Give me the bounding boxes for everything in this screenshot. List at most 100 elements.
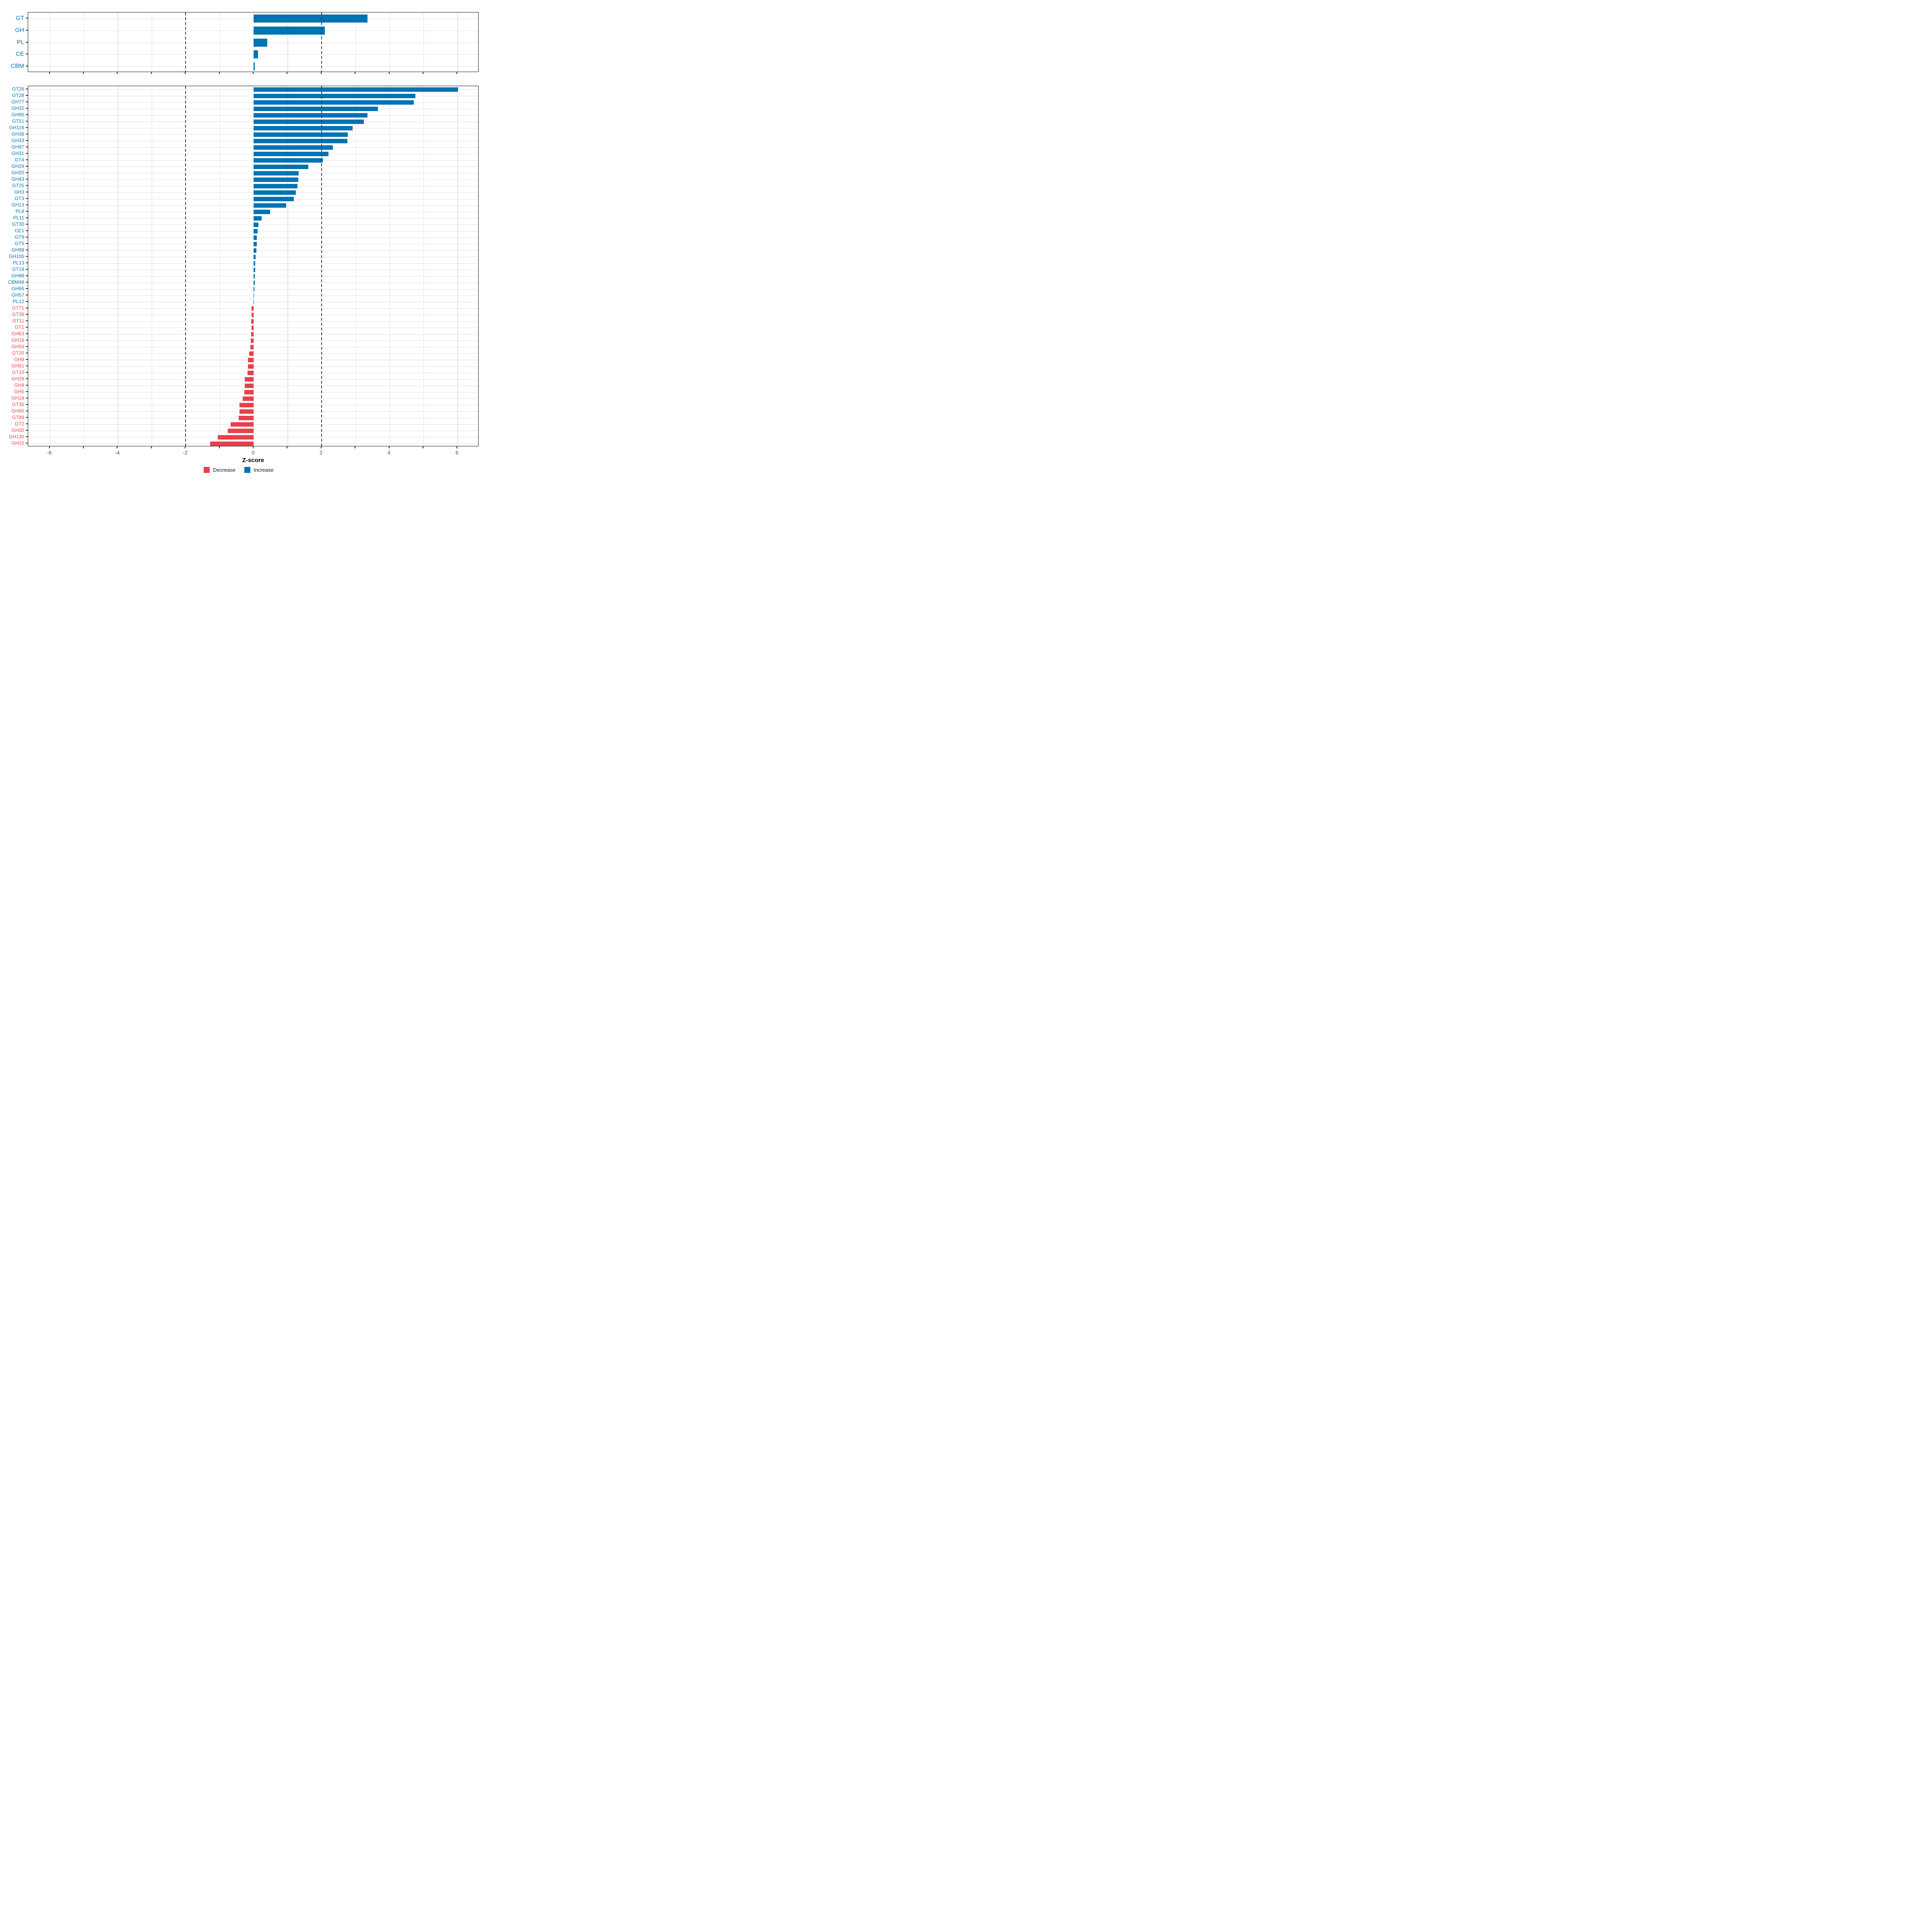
category-label-GH33: GH33 — [11, 138, 24, 143]
bar-GH116 — [254, 126, 353, 130]
bar-GT30 — [254, 222, 258, 227]
category-label-GH26: GH26 — [11, 376, 24, 382]
x-tick--6-bottom — [49, 446, 50, 448]
category-label-GH29: GH29 — [11, 163, 24, 169]
y-tick-GT30 — [26, 224, 28, 225]
category-label-GT20: GT20 — [12, 350, 24, 356]
y-tick-GH26 — [26, 378, 28, 379]
dashed-line-at-2 — [321, 86, 322, 446]
x-tick--2-bottom — [185, 446, 186, 448]
category-label-GH95: GH95 — [11, 112, 24, 118]
bar-GH33 — [254, 138, 347, 143]
bar-GT4 — [254, 158, 323, 163]
category-label-GT5: GT5 — [14, 241, 24, 246]
y-tick-GH95 — [26, 114, 28, 115]
bar-PL11 — [254, 216, 262, 221]
x-tick--5-top — [83, 72, 84, 74]
category-label-GH51: GH51 — [11, 363, 24, 369]
gridline-row-GH13 — [28, 205, 478, 206]
bar-GT10 — [247, 370, 254, 375]
y-tick-GH32 — [26, 108, 28, 109]
bar-GH31 — [254, 151, 328, 156]
x-tick-4-top — [388, 72, 390, 74]
bar-GH18 — [242, 396, 254, 401]
bar-CE1 — [254, 229, 258, 233]
x-tick-label-4: 4 — [387, 450, 391, 456]
y-tick-GH16 — [26, 340, 28, 341]
y-tick-GH8 — [26, 359, 28, 360]
category-label-PL8: PL8 — [15, 208, 24, 214]
category-label-GT4: GT4 — [14, 157, 24, 163]
bar-GT71 — [251, 306, 254, 311]
bar-GH — [254, 26, 325, 35]
category-label-GT89: GT89 — [12, 415, 24, 420]
bar-CBM48 — [254, 280, 255, 285]
x-tick-2-top — [320, 72, 322, 74]
x-tick--5-bottom — [83, 446, 84, 448]
y-tick-PL11 — [26, 217, 28, 218]
bar-GT19 — [254, 267, 256, 272]
x-tick--2-top — [185, 72, 186, 74]
y-tick-GH13 — [26, 204, 28, 205]
bar-CBM — [254, 62, 255, 71]
x-tick-label--6: -6 — [47, 450, 52, 456]
x-tick-0-top — [253, 72, 254, 74]
gridline-row-PL13 — [28, 263, 478, 264]
y-tick-GT5 — [26, 243, 28, 244]
bar-GH95 — [254, 113, 367, 118]
category-label-GH13: GH13 — [11, 202, 24, 208]
x-tick-label-0: 0 — [252, 450, 255, 456]
category-label-PL11: PL11 — [13, 215, 24, 221]
y-tick-GH30 — [26, 430, 28, 431]
bar-GT26 — [254, 87, 458, 92]
y-tick-GH130 — [26, 436, 28, 437]
category-label-GH32: GH32 — [11, 105, 24, 111]
bar-GT11 — [251, 319, 254, 324]
category-label-PL13: PL13 — [12, 260, 24, 266]
gridline-row-GH3 — [28, 192, 478, 193]
bar-GT89 — [238, 415, 254, 420]
y-tick-GT3 — [26, 198, 28, 199]
x-tick--3-top — [151, 72, 152, 74]
category-label-GT25: GT25 — [12, 183, 24, 188]
bar-CE — [254, 50, 258, 59]
category-label-GT51: GT51 — [12, 118, 24, 124]
category-label-GH99: GH99 — [11, 247, 24, 253]
category-label-CBM48: CBM48 — [8, 279, 24, 285]
category-label-GH20: GH20 — [11, 170, 24, 175]
bar-GH5 — [244, 390, 254, 394]
bar-GH51 — [248, 364, 254, 369]
y-tick-CE1 — [26, 230, 28, 231]
gridline-x-6 — [457, 12, 458, 72]
gridline-x-3 — [355, 86, 356, 446]
bar-GH38 — [254, 132, 348, 137]
gridline-x-1 — [287, 12, 288, 72]
bar-GT — [254, 14, 367, 23]
x-tick-6-bottom — [456, 446, 458, 448]
category-label-GH18: GH18 — [11, 395, 24, 401]
x-tick-2-bottom — [320, 446, 322, 448]
category-label-GT1: GT1 — [14, 324, 24, 330]
y-tick-PL8 — [26, 211, 28, 212]
x-tick-label-6: 6 — [455, 450, 459, 456]
bar-GH99 — [254, 248, 256, 253]
bar-GH77 — [254, 100, 414, 105]
gridline-row-GH88 — [28, 276, 478, 277]
category-label-GH38: GH38 — [11, 131, 24, 137]
category-label-CBM: CBM — [10, 62, 24, 70]
gridline-x-6 — [457, 86, 458, 446]
y-tick-CBM48 — [26, 282, 28, 283]
category-label-GH65: GH65 — [11, 408, 24, 414]
y-tick-GT25 — [26, 185, 28, 186]
y-tick-GT35 — [26, 404, 28, 405]
y-tick-GT51 — [26, 121, 28, 122]
y-tick-GH51 — [26, 365, 28, 366]
y-tick-GH — [26, 29, 28, 31]
category-label-GH3: GH3 — [14, 189, 24, 195]
y-tick-GH105 — [26, 256, 28, 257]
category-label-GT26: GT26 — [12, 86, 24, 92]
category-label-GH9: GH9 — [14, 382, 24, 388]
bar-GH13 — [254, 203, 287, 208]
category-label-GT9: GT9 — [14, 234, 24, 240]
category-label-GH66: GH66 — [11, 286, 24, 291]
